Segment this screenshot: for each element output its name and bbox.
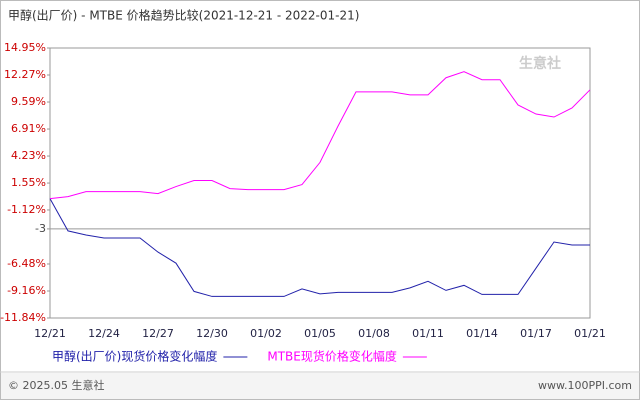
y-tick-label: 14.95% (4, 41, 46, 54)
chart-title: 甲醇(出厂价) - MTBE 价格趋势比较(2021-12-21 - 2022-… (8, 8, 359, 23)
x-tick-label: 01/08 (358, 327, 390, 340)
x-tick-label: 01/17 (520, 327, 552, 340)
y-tick-label: -1.12% (7, 203, 46, 216)
footer-band (1, 373, 639, 399)
legend-label: MTBE现货价格变化幅度 (267, 349, 397, 364)
x-tick-label: 12/27 (142, 327, 174, 340)
x-tick-label: 12/30 (196, 327, 228, 340)
y-tick-label: -6.48% (7, 257, 46, 270)
y-tick-label: 4.23% (11, 149, 46, 162)
y-tick-label: 1.55% (11, 176, 46, 189)
footer-left: © 2025.05 生意社 (8, 378, 104, 392)
footer-right: www.100PPI.com (538, 379, 632, 392)
y-tick-label: -11.84% (0, 311, 46, 324)
y-tick-label: 9.59% (11, 95, 46, 108)
series-line (49, 198, 590, 297)
x-tick-label: 12/24 (88, 327, 120, 340)
x-tick-label: 01/14 (466, 327, 498, 340)
y-tick-label: 12.27% (4, 68, 46, 81)
watermark: 生意社 (519, 55, 561, 72)
legend-label: 甲醇(出厂价)现货价格变化幅度 (52, 349, 217, 364)
y-tick-label: -3 (35, 222, 46, 235)
x-tick-label: 01/11 (412, 327, 444, 340)
x-tick-label: 01/21 (574, 327, 606, 340)
y-tick-label: -9.16% (7, 284, 46, 297)
y-tick-label: 6.91% (11, 122, 46, 135)
x-tick-label: 12/21 (34, 327, 66, 340)
series-line (49, 71, 591, 200)
x-tick-label: 01/05 (304, 327, 336, 340)
x-tick-label: 01/02 (250, 327, 282, 340)
